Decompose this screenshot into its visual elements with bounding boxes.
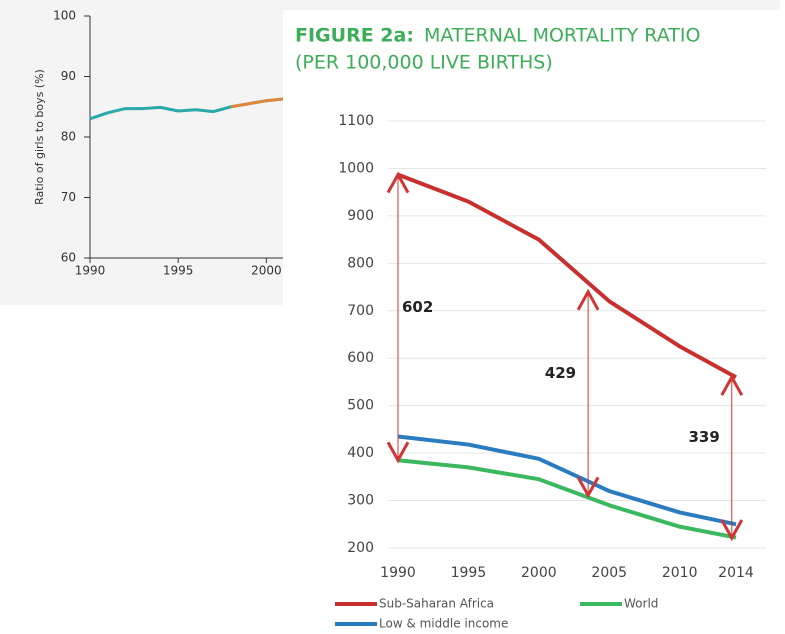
y-tick-label: 900 bbox=[347, 208, 374, 224]
series-line bbox=[230, 97, 285, 109]
arrow-head bbox=[576, 476, 600, 499]
arrow-head bbox=[720, 374, 744, 396]
x-tick-label: 1995 bbox=[451, 565, 487, 581]
figure-chart: FIGURE 2a: MATERNAL MORTALITY RATIO (PER… bbox=[295, 25, 766, 631]
x-tick-label: 1990 bbox=[75, 264, 106, 278]
y-tick-label: 700 bbox=[347, 303, 374, 319]
x-tick-label: 2000 bbox=[521, 565, 557, 581]
y-tick-label: 1100 bbox=[338, 113, 374, 129]
arrow-head bbox=[386, 171, 410, 194]
y-tick-label: 800 bbox=[347, 255, 374, 271]
arrow-head bbox=[576, 288, 600, 311]
legend-label: Low & middle income bbox=[379, 617, 508, 631]
legend-label: Sub-Saharan Africa bbox=[379, 597, 494, 611]
arrow-head bbox=[720, 519, 744, 542]
annotation-label: 602 bbox=[402, 298, 433, 316]
x-tick-label: 1990 bbox=[380, 565, 416, 581]
x-tick-label: 2000 bbox=[251, 264, 282, 278]
y-axis-label: Ratio of girls to boys (%) bbox=[33, 69, 46, 205]
series-line bbox=[397, 434, 737, 527]
y-tick-label: 100 bbox=[53, 9, 76, 23]
y-tick-label: 400 bbox=[347, 445, 374, 461]
x-tick-label: 2010 bbox=[662, 565, 698, 581]
annotation-label: 339 bbox=[688, 428, 719, 446]
y-tick-label: 200 bbox=[347, 540, 374, 556]
y-tick-label: 1000 bbox=[338, 160, 374, 176]
y-tick-label: 90 bbox=[61, 69, 76, 83]
title: MATERNAL MORTALITY RATIO bbox=[424, 25, 700, 47]
y-tick-label: 80 bbox=[61, 130, 76, 144]
background-chart: 60 70 80 90 100 1990 1995 2000 Ratio of girls to… bbox=[33, 9, 304, 278]
y-tick-label: 600 bbox=[347, 350, 374, 366]
x-tick-label: 1995 bbox=[163, 264, 194, 278]
subtitle: (PER 100,000 LIVE BIRTHS) bbox=[295, 52, 553, 74]
series-line bbox=[397, 458, 737, 540]
x-tick-label: 2014 bbox=[718, 565, 754, 581]
y-tick-label: 60 bbox=[61, 251, 76, 265]
annotation-label: 429 bbox=[545, 364, 576, 382]
y-tick-label: 300 bbox=[347, 493, 374, 509]
y-tick-label: 500 bbox=[347, 398, 374, 414]
x-tick-label: 2005 bbox=[591, 565, 627, 581]
title-label: FIGURE 2a: bbox=[295, 25, 414, 47]
y-tick-label: 70 bbox=[61, 190, 76, 204]
arrow-head bbox=[386, 441, 410, 464]
legend-label: World bbox=[624, 597, 658, 611]
series-line bbox=[397, 172, 737, 379]
